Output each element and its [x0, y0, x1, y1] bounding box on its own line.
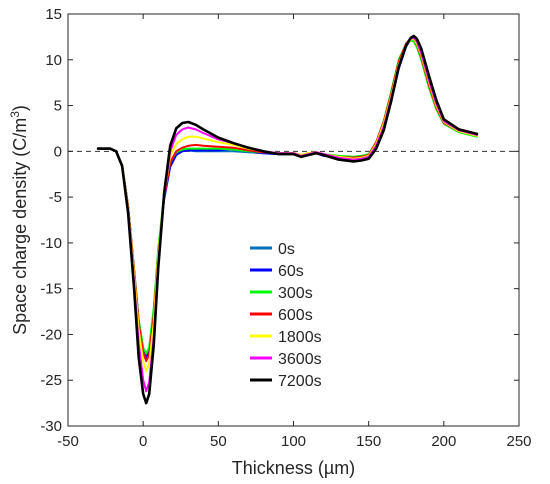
x-tick-label: 250	[506, 433, 531, 450]
y-tick-label: -20	[40, 326, 62, 343]
x-tick-label: 0	[139, 433, 147, 450]
y-axis-label-main: Space charge density (C/m	[10, 118, 30, 335]
series-line-7200s	[96, 34, 479, 405]
y-tick-label: 10	[45, 52, 62, 69]
y-tick-label: -25	[40, 372, 62, 389]
x-tick-label: -50	[57, 433, 79, 450]
y-axis-label-close: )	[10, 105, 30, 111]
x-axis: -50 0 50 100 150 200 250	[57, 14, 532, 450]
legend-item-300s: 300s	[250, 285, 313, 302]
y-tick-label: 0	[54, 143, 62, 160]
legend: 0s 60s 300s 600s 1800s 3600s 7200s	[250, 241, 322, 390]
y-axis: 15 10 5 0 -5 -10 -15 -20 -25 -30	[40, 6, 519, 435]
legend-item-3600s: 3600s	[250, 351, 322, 368]
legend-item-0s: 0s	[250, 241, 295, 258]
legend-item-1800s: 1800s	[250, 329, 322, 346]
y-axis-label-superscript: 3	[8, 111, 22, 118]
y-tick-label: 15	[45, 6, 62, 23]
legend-item-60s: 60s	[250, 263, 304, 280]
x-tick-label: 50	[210, 433, 227, 450]
x-tick-label: 200	[431, 433, 456, 450]
legend-label: 7200s	[278, 373, 322, 390]
x-tick-label: 100	[281, 433, 306, 450]
x-tick-label: 150	[356, 433, 381, 450]
legend-label: 0s	[278, 241, 295, 258]
legend-label: 1800s	[278, 329, 322, 346]
legend-label: 60s	[278, 263, 304, 280]
legend-label: 3600s	[278, 351, 322, 368]
y-tick-label: -5	[49, 189, 62, 206]
y-tick-label: -15	[40, 281, 62, 298]
x-axis-label: Thickness (µm)	[232, 458, 355, 478]
legend-label: 300s	[278, 285, 313, 302]
y-tick-label: -10	[40, 235, 62, 252]
legend-item-7200s: 7200s	[250, 373, 322, 390]
legend-label: 600s	[278, 307, 313, 324]
y-axis-label: Space charge density (C/m3)	[8, 105, 30, 335]
y-tick-label: -30	[40, 418, 62, 435]
y-tick-label: 5	[54, 98, 62, 115]
plot-area	[68, 34, 519, 405]
legend-item-600s: 600s	[250, 307, 313, 324]
